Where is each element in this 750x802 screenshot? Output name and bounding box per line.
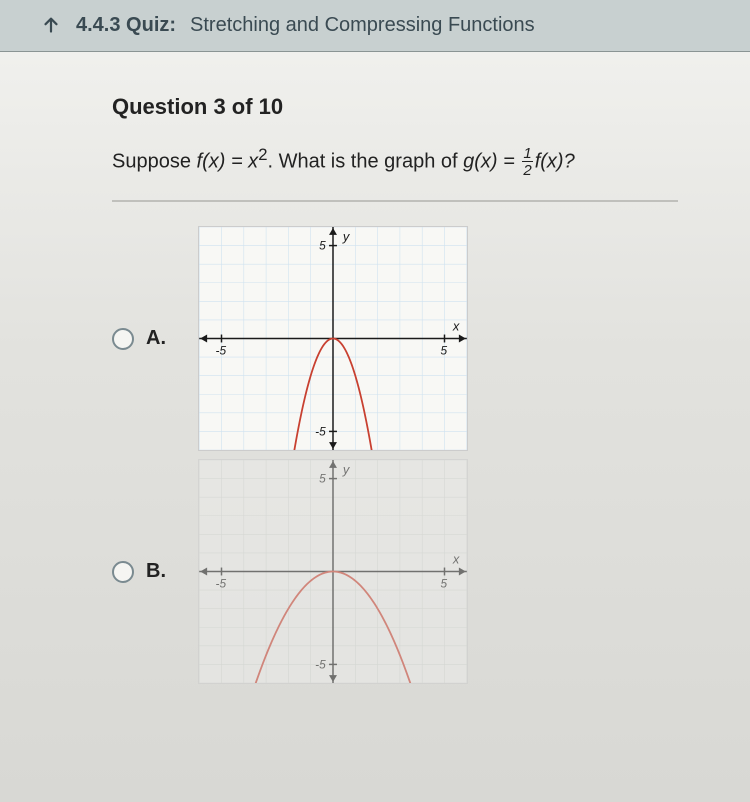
option-a[interactable]: A. 5-5-55yx	[112, 226, 678, 451]
svg-text:-5: -5	[315, 658, 326, 672]
option-label-a: A.	[146, 327, 166, 350]
quiz-prefix: 4.4.3 Quiz:	[76, 14, 176, 37]
option-label-b: B.	[146, 560, 166, 583]
radio-group-a[interactable]: A.	[112, 327, 182, 350]
page-body: Question 3 of 10 Suppose f(x) = x 2 . What…	[0, 52, 750, 802]
option-b[interactable]: B. 5-5-55yx	[112, 459, 678, 684]
radio-b[interactable]	[112, 561, 134, 583]
svg-text:5: 5	[441, 344, 448, 358]
graph-b: 5-5-55yx	[198, 459, 468, 684]
prompt-fx: f(x) = x	[197, 151, 259, 173]
prompt-gx: g(x) =	[463, 151, 520, 173]
fraction: 12	[522, 146, 532, 178]
svg-text:x: x	[452, 552, 460, 567]
frac-den: 2	[522, 162, 532, 178]
question-prompt: Suppose f(x) = x2. What is the graph of …	[112, 142, 678, 178]
prompt-text: Suppose	[112, 151, 197, 173]
frac-num: 1	[522, 146, 532, 162]
svg-text:5: 5	[319, 239, 326, 253]
svg-text:-5: -5	[216, 577, 227, 591]
svg-text:-5: -5	[315, 425, 326, 439]
graph-a: 5-5-55yx	[198, 226, 468, 451]
svg-text:x: x	[452, 319, 460, 334]
prompt-text: . What is the graph of	[267, 151, 463, 173]
question-header: Question 3 of 10	[112, 94, 678, 120]
prompt-post: f(x)?	[535, 151, 575, 173]
quiz-title: Stretching and Compressing Functions	[190, 14, 535, 37]
topbar: 4.4.3 Quiz: Stretching and Compressing F…	[0, 0, 750, 52]
svg-text:5: 5	[319, 472, 326, 486]
divider	[112, 200, 678, 202]
radio-group-b[interactable]: B.	[112, 560, 182, 583]
radio-a[interactable]	[112, 328, 134, 350]
back-icon[interactable]	[40, 15, 62, 37]
svg-text:5: 5	[441, 577, 448, 591]
svg-text:-5: -5	[216, 344, 227, 358]
